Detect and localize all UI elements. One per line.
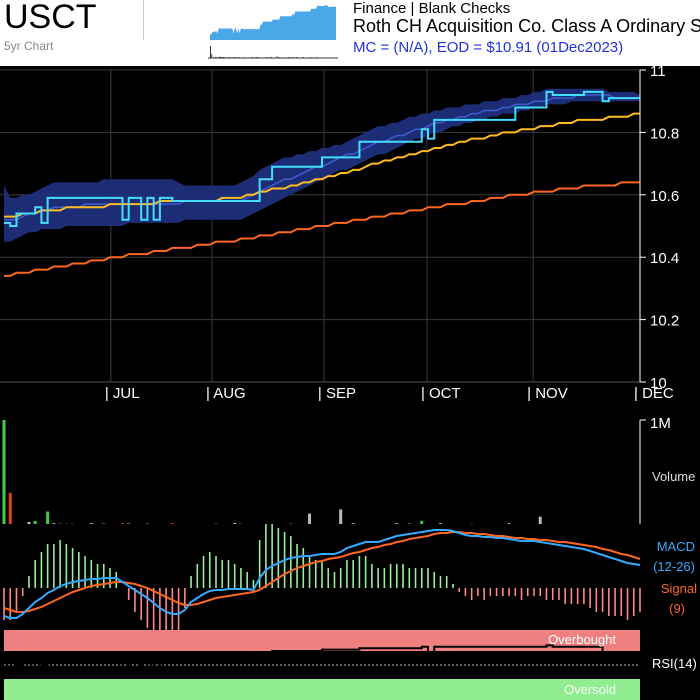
volume-bar — [407, 523, 411, 524]
sparkline-volume-bar — [290, 57, 292, 58]
volume-bar — [52, 523, 56, 524]
sparkline-volume-bar — [276, 56, 278, 58]
volume-bar — [507, 523, 511, 524]
volume-title: Volume — [652, 469, 695, 484]
sector-label: Finance | Blank Checks — [353, 0, 511, 17]
volume-bar — [438, 523, 442, 524]
volume-bar — [170, 523, 174, 524]
volume-bar — [46, 511, 50, 524]
month-label: | DEC — [634, 385, 674, 402]
y-tick-label: 10.6 — [650, 188, 679, 205]
sparkline-volume-bar — [210, 46, 211, 58]
header-divider — [143, 0, 144, 40]
rsi-line — [4, 644, 640, 670]
rsi-overbought-zone — [4, 630, 640, 651]
month-label: | AUG — [206, 385, 246, 402]
volume-bar — [89, 523, 93, 524]
sparkline-volume-bar — [287, 57, 289, 58]
rsi-title: RSI(14) — [652, 656, 697, 671]
volume-panel: 1M Volume — [2, 415, 695, 524]
y-tick-label: 10 — [650, 375, 667, 392]
sparkline-volume-bar — [252, 57, 253, 58]
rsi-panel: Overbought Oversold RSI(14) — [4, 630, 697, 700]
signal-params: (9) — [669, 601, 685, 616]
sparkline-volume-bar — [223, 57, 225, 58]
chart-period-label: 5yr Chart — [4, 39, 54, 53]
signal-line — [3, 531, 641, 613]
volume-bar — [8, 492, 12, 524]
macd-title: MACD — [657, 539, 695, 554]
volume-bar — [308, 513, 312, 524]
sparkline-volume-bar — [233, 57, 235, 58]
volume-bar — [339, 509, 343, 524]
sparkline-volume-bar — [316, 57, 318, 58]
sparkline-volume-bar — [256, 57, 258, 58]
month-label: | OCT — [421, 385, 461, 402]
volume-bar — [145, 523, 149, 524]
header-bar: USCT 5yr Chart Finance | Blank Checks Ro… — [0, 0, 700, 66]
volume-bar — [27, 521, 31, 524]
sparkline-volume-bar — [234, 57, 236, 58]
month-label: | NOV — [527, 385, 568, 402]
sparkline-volume-bar — [222, 57, 224, 58]
oversold-label: Oversold — [564, 682, 616, 697]
sparkline-volume-bar — [214, 57, 216, 58]
sparkline-volume-bar — [310, 57, 312, 58]
sma-long-line — [4, 181, 640, 277]
month-axis-labels: | JUL | AUG | SEP | OCT | NOV | DEC — [105, 385, 674, 402]
y-tick-label: 10.2 — [650, 313, 679, 330]
macd-line — [3, 529, 641, 619]
sparkline-volume-bar — [302, 57, 304, 58]
volume-bar — [395, 523, 399, 524]
company-name: Roth CH Acquisition Co. Class A Ordinary… — [353, 16, 700, 36]
sparkline-volume-bar — [211, 54, 213, 58]
volume-bar — [127, 523, 131, 524]
y-tick-label: 10.4 — [650, 250, 679, 267]
rsi-oversold-zone — [4, 679, 640, 700]
macd-panel: MACD (12-26) Signal (9) — [3, 524, 697, 648]
sparkline-volume-bar — [296, 57, 298, 58]
sparkline-volume-bar — [279, 57, 281, 58]
overbought-label: Overbought — [548, 632, 616, 647]
sparkline-volume-bar — [227, 57, 229, 58]
month-label: | JUL — [105, 385, 140, 402]
sparkline-volume-bar — [243, 57, 245, 58]
y-tick-label: 10.8 — [650, 125, 679, 142]
sma-short-line — [4, 112, 640, 218]
sparkline-volume-bar — [292, 57, 294, 58]
volume-bar — [120, 523, 124, 524]
price-axis-ticks: 11 10.8 10.6 10.4 10.2 10 — [639, 63, 679, 392]
market-metrics: MC = (N/A), EOD = $10.91 (01Dec2023) — [353, 39, 624, 56]
macd-params: (12-26) — [653, 559, 695, 574]
sparkline-volume-bar — [219, 57, 221, 58]
price-line — [4, 90, 640, 227]
sparkline-volume-bar — [266, 57, 268, 58]
ticker-symbol: USCT — [4, 0, 97, 36]
month-label: | SEP — [318, 385, 356, 402]
volume-bar — [420, 520, 424, 524]
sparkline-volume-bar — [221, 57, 223, 58]
sparkline-area — [210, 5, 336, 40]
sparkline-volume-bar — [255, 57, 257, 58]
volume-bar — [33, 520, 37, 524]
sparkline-volume-bar — [229, 57, 231, 58]
price-lines — [4, 90, 640, 277]
volume-bar — [233, 522, 237, 524]
sparkline-volume-bar — [216, 57, 218, 58]
volume-max-label: 1M — [650, 415, 671, 432]
sparkline-volume-bar — [238, 57, 240, 58]
volume-bar — [538, 516, 542, 524]
volume-bar — [2, 420, 6, 524]
y-tick-label: 11 — [650, 63, 666, 80]
sparkline-thumbnail[interactable] — [208, 0, 338, 60]
sparkline-volume-bar — [218, 56, 220, 58]
volume-bar — [351, 523, 355, 524]
sparkline-volume-bar — [270, 56, 272, 58]
signal-title: Signal — [661, 581, 697, 596]
